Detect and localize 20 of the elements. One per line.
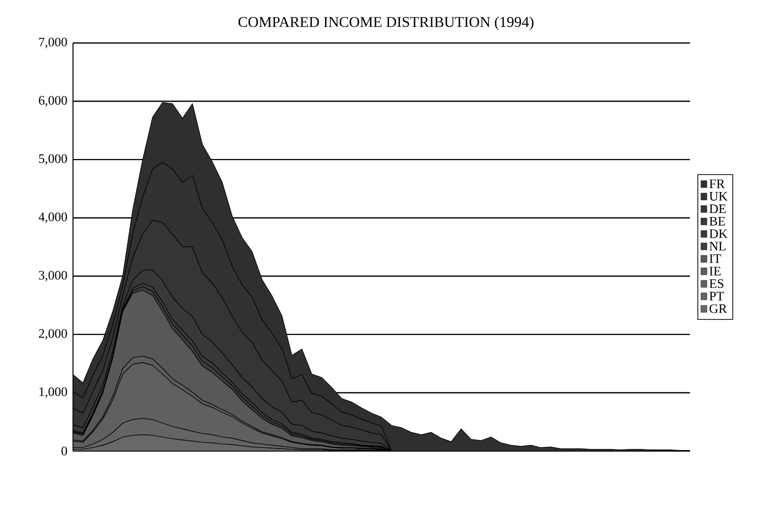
legend-label: UK bbox=[709, 192, 728, 201]
y-tick-label: 3,000 bbox=[38, 270, 67, 282]
legend-label: NL bbox=[709, 242, 726, 250]
chart-title: COMPARED INCOME DISTRIBUTION (1994) bbox=[238, 16, 534, 30]
legend-label: PT bbox=[709, 292, 724, 300]
legend-label: DK bbox=[709, 229, 728, 238]
legend-label: GR bbox=[710, 304, 728, 314]
legend-label: DE bbox=[709, 204, 726, 214]
y-tick-label: 0 bbox=[62, 446, 67, 456]
y-tick-label: 2,000 bbox=[38, 329, 67, 340]
legend-label: ES bbox=[709, 279, 724, 288]
y-tick-label: 6,000 bbox=[38, 96, 67, 107]
legend-label: IT bbox=[710, 254, 722, 263]
y-tick-label: 1,000 bbox=[39, 387, 67, 398]
y-tick-label: 4,000 bbox=[38, 212, 67, 224]
y-tick-label: 5,000 bbox=[39, 154, 67, 165]
legend-label: IE bbox=[710, 266, 721, 276]
legend-label: FR bbox=[709, 180, 725, 188]
y-tick-label: 7,000 bbox=[39, 38, 67, 48]
legend-label: BE bbox=[709, 216, 725, 226]
